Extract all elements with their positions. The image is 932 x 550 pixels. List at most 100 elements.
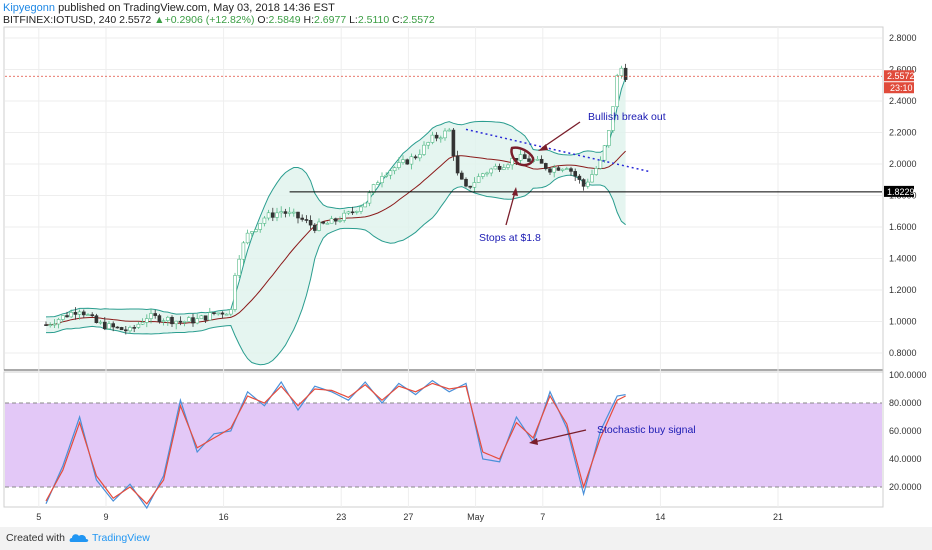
- candlestick-series: [44, 63, 628, 335]
- price-tick-label: 1.4000: [889, 254, 917, 264]
- candle-body: [128, 327, 132, 332]
- publish-text: published on TradingView.com, May 03, 20…: [58, 2, 335, 14]
- candle-body: [262, 217, 267, 224]
- candle-body: [396, 162, 401, 168]
- candle-body: [443, 130, 447, 139]
- candle-body: [388, 170, 393, 176]
- breakout-marker[interactable]: [510, 146, 535, 167]
- candle-body: [275, 212, 279, 218]
- time-tick-label: 14: [655, 512, 665, 522]
- candle-body: [342, 212, 347, 221]
- stops-annotation[interactable]: Stops at $1.8: [479, 232, 541, 244]
- price-tick-label: 2.8000: [889, 33, 917, 43]
- tradingview-brand[interactable]: TradingView: [92, 532, 150, 544]
- candle-body: [195, 318, 199, 324]
- bullish-annotation[interactable]: Bullish break out: [588, 111, 666, 123]
- candle-body: [527, 158, 531, 162]
- candle-body: [291, 211, 296, 214]
- time-tick-label: 9: [103, 512, 108, 522]
- candle-body: [136, 323, 141, 328]
- candle-body: [560, 168, 565, 171]
- candle-body: [417, 154, 422, 159]
- candle-body: [224, 313, 229, 316]
- price-tick-label: 2.0000: [889, 159, 917, 169]
- candle-body: [438, 137, 443, 140]
- time-tick-label: 7: [540, 512, 545, 522]
- candle-body: [245, 232, 250, 244]
- candle-body: [497, 165, 502, 170]
- candle-body: [308, 220, 313, 226]
- grid-lines: [5, 27, 882, 507]
- candle-body: [65, 315, 69, 318]
- candle-body: [380, 176, 384, 184]
- candle-body: [464, 178, 468, 187]
- candle-body: [77, 311, 82, 315]
- stochastic-tick-label: 20.0000: [889, 482, 922, 492]
- time-tick-label: 23: [336, 512, 346, 522]
- candle-body: [476, 176, 481, 183]
- candle-body: [413, 156, 418, 159]
- symbol-label: BITFINEX:IOTUSD, 240: [3, 14, 117, 26]
- candle-body: [174, 320, 178, 325]
- stochastic-tick-label: 40.0000: [889, 454, 922, 464]
- candle-body: [569, 168, 573, 172]
- candle-body: [44, 324, 48, 326]
- candle-body: [573, 171, 578, 177]
- candle-body: [241, 242, 246, 260]
- low-value: 2.5110: [357, 14, 390, 26]
- candle-body: [98, 321, 103, 324]
- candle-body: [422, 144, 426, 155]
- candle-body: [266, 212, 271, 219]
- chart-canvas[interactable]: 2.80002.60002.40002.20002.00001.80001.60…: [0, 0, 932, 527]
- open-label: O:: [257, 14, 269, 26]
- candle-body: [585, 181, 590, 187]
- price-tick-label: 1.0000: [889, 317, 917, 327]
- candle-body: [170, 316, 174, 325]
- candle-body: [455, 155, 460, 174]
- candle-body: [564, 168, 569, 170]
- candle-body: [434, 134, 439, 139]
- candle-body: [346, 211, 351, 214]
- candle-body: [279, 211, 284, 214]
- author-name[interactable]: Kipyegonn: [3, 2, 55, 14]
- candle-body: [321, 221, 326, 224]
- candle-body: [535, 158, 540, 161]
- candle-body: [598, 159, 603, 169]
- candle-body: [594, 168, 599, 175]
- candle-body: [52, 323, 57, 326]
- candle-body: [237, 258, 241, 276]
- candle-body: [510, 158, 515, 166]
- candle-body: [287, 211, 292, 214]
- candle-body: [501, 167, 506, 170]
- candle-body: [304, 219, 309, 221]
- candle-body: [338, 220, 342, 222]
- stochastic-arrow[interactable]: [529, 429, 587, 445]
- stochastic-d-line: [45, 382, 626, 505]
- current-price-tag-text: 2.5572: [887, 71, 915, 81]
- candle-body: [350, 211, 355, 214]
- open-value: 2.5849: [268, 14, 301, 26]
- candle-body: [73, 312, 78, 315]
- candle-body: [199, 315, 204, 319]
- bullish-arrow[interactable]: [538, 121, 581, 151]
- price-tick-label: 2.6000: [889, 65, 917, 75]
- candle-body: [60, 315, 65, 320]
- candle-body: [375, 182, 380, 185]
- candle-body: [254, 229, 258, 232]
- candle-body: [611, 106, 615, 131]
- price-tick-label: 1.2000: [889, 285, 917, 295]
- candle-body: [220, 312, 225, 315]
- last-price: 2.5572: [119, 14, 152, 26]
- high-value: 2.6977: [314, 14, 347, 26]
- candle-body: [623, 67, 628, 80]
- candle-body: [132, 327, 136, 329]
- candle-body: [208, 312, 212, 321]
- candle-body: [401, 159, 405, 163]
- candle-body: [602, 145, 607, 161]
- candle-body: [82, 311, 86, 316]
- trendline[interactable]: [465, 128, 651, 173]
- stops-arrow[interactable]: [505, 187, 518, 226]
- high-label: H:: [303, 14, 315, 26]
- candle-body: [48, 324, 53, 326]
- stochastic-annotation[interactable]: Stochastic buy signal: [597, 424, 696, 436]
